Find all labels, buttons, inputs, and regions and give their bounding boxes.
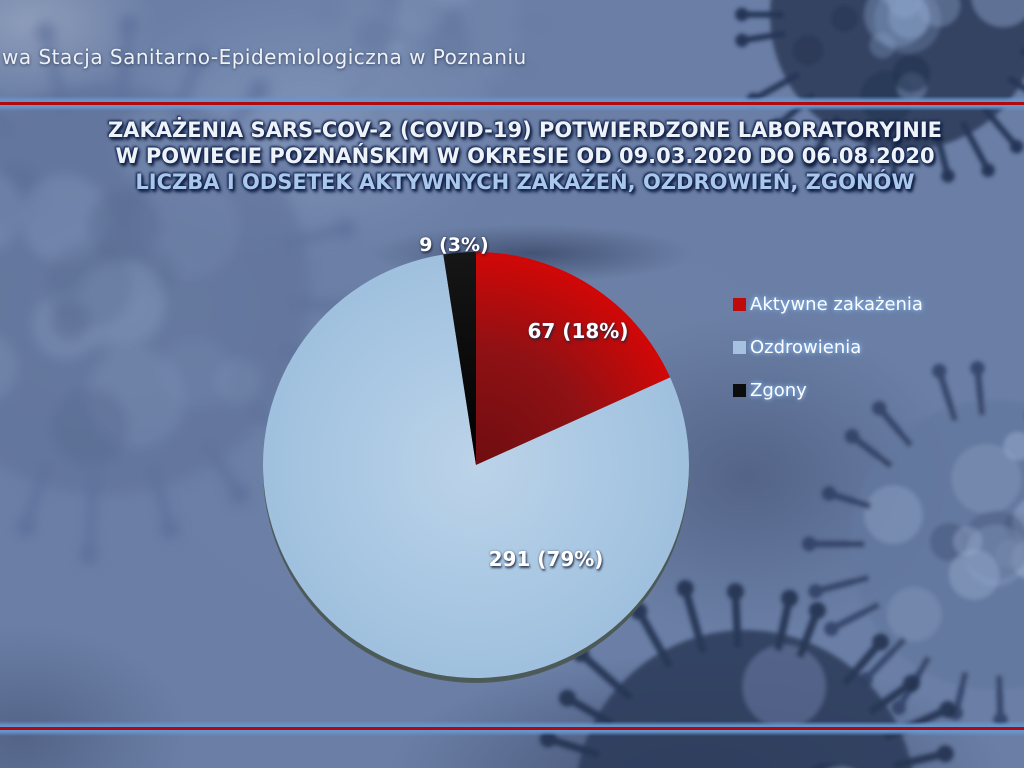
bottom-divider-red-line <box>0 727 1024 730</box>
chart-title-block: ZAKAŻENIA SARS-COV-2 (COVID-19) POTWIERD… <box>26 117 1024 195</box>
title-line-1: ZAKAŻENIA SARS-COV-2 (COVID-19) POTWIERD… <box>107 118 943 142</box>
data-label-aktywne-zakazenia: 67 (18%) <box>527 319 629 343</box>
legend-swatch-black-icon <box>733 383 746 397</box>
pie-slice-0 <box>476 252 671 465</box>
virus-particle <box>801 361 1024 728</box>
bottom-divider <box>0 721 1024 736</box>
legend-label: Ozdrowienia <box>750 336 862 358</box>
top-divider <box>0 96 1024 111</box>
pie-slice-2 <box>443 252 476 465</box>
chart-legend: Aktywne zakażenia Ozdrowienia Zgony <box>733 292 923 421</box>
legend-item-ozdrowienia: Ozdrowienia <box>733 335 923 359</box>
pie-slice-1 <box>263 254 689 678</box>
title-line-3: LICZBA I ODSETEK AKTYWNYCH ZAKAŻEŃ, OZDR… <box>135 170 915 194</box>
virus-particle <box>317 0 547 142</box>
title-line-2: W POWIECIE POZNAŃSKIM W OKRESIE OD 09.03… <box>115 144 935 168</box>
legend-item-aktywne-zakazenia: Aktywne zakażenia <box>733 292 923 316</box>
organization-name: wa Stacja Sanitarno-Epidemiologiczna w P… <box>2 45 527 69</box>
data-label-zgony: 9 (3%) <box>419 234 489 256</box>
pie-chart <box>263 252 689 683</box>
legend-label: Zgony <box>750 379 807 401</box>
top-divider-red-line <box>0 102 1024 105</box>
legend-label: Aktywne zakażenia <box>750 293 923 315</box>
legend-swatch-lightblue-icon <box>733 340 746 354</box>
legend-swatch-red-icon <box>733 297 746 311</box>
data-label-ozdrowienia: 291 (79%) <box>488 547 604 571</box>
legend-item-zgony: Zgony <box>733 378 923 402</box>
pie-slices <box>263 252 689 678</box>
virus-particle <box>735 0 1024 192</box>
virus-particle <box>0 15 365 565</box>
